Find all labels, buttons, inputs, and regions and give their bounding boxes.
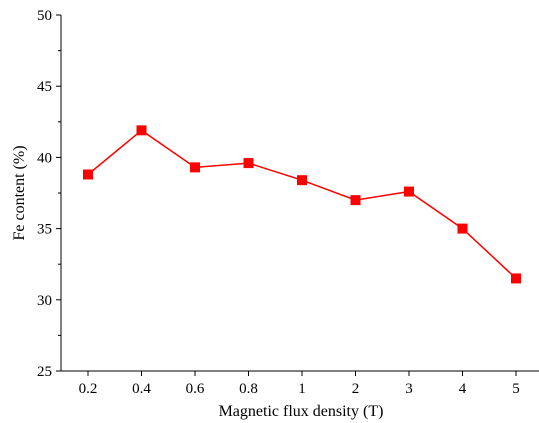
- y-axis: 25 30 35 40 45 50: [37, 8, 61, 380]
- y-tick-label: 30: [37, 293, 52, 309]
- x-tick-label: 0.2: [79, 381, 98, 397]
- x-tick-label: 0.4: [132, 381, 151, 397]
- y-tick-label: 25: [37, 364, 52, 380]
- series-line: [88, 130, 516, 278]
- y-ticks: 25 30 35 40 45 50: [37, 8, 61, 380]
- y-axis-title: Fe content (%): [11, 145, 28, 240]
- x-tick-label: 5: [512, 381, 520, 397]
- data-point: [351, 195, 361, 205]
- data-point: [83, 169, 93, 179]
- x-tick-label: 2: [352, 381, 360, 397]
- data-point: [297, 175, 307, 185]
- y-tick-label: 50: [37, 8, 52, 24]
- y-tick-label: 45: [37, 79, 52, 95]
- x-axis: 0.2 0.4 0.6 0.8 1 2 3 4 5: [61, 371, 539, 397]
- data-point: [511, 273, 521, 283]
- x-tick-label: 4: [459, 381, 467, 397]
- data-point: [404, 187, 414, 197]
- x-tick-label: 0.8: [239, 381, 258, 397]
- x-axis-title: Magnetic flux density (T): [219, 403, 384, 420]
- data-point: [190, 162, 200, 172]
- data-point: [458, 224, 468, 234]
- x-tick-label: 3: [405, 381, 413, 397]
- plot-area: [83, 125, 521, 283]
- data-point: [137, 125, 147, 135]
- data-point: [244, 158, 254, 168]
- x-tick-label: 1: [298, 381, 306, 397]
- y-tick-label: 35: [37, 222, 52, 238]
- y-tick-label: 40: [37, 150, 52, 166]
- x-tick-label: 0.6: [186, 381, 205, 397]
- x-ticks: 0.2 0.4 0.6 0.8 1 2 3 4 5: [79, 371, 520, 397]
